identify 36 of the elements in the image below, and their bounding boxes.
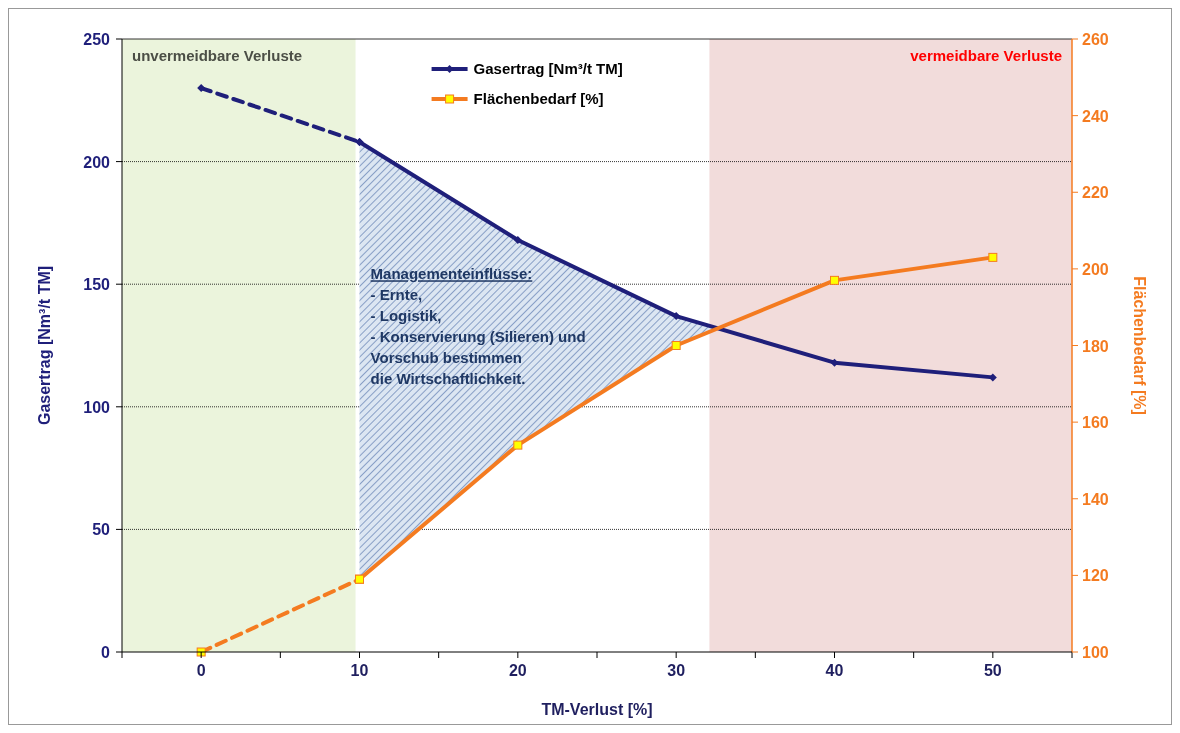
band-label: vermeidbare Verluste [910, 47, 1062, 64]
x-tick-label: 30 [667, 662, 686, 679]
y-axis-title: Gasertrag [Nm³/t TM] [36, 265, 53, 426]
point [988, 252, 998, 262]
point [672, 312, 681, 321]
y2-tick-label: 100 [1082, 644, 1109, 661]
legend-label: Flächenbedarf [%] [473, 90, 604, 107]
x-tick-label: 20 [508, 662, 527, 679]
y2-tick-label: 220 [1082, 184, 1109, 202]
point [513, 236, 522, 245]
y2-tick-label: 160 [1082, 414, 1109, 432]
y2-tick-label: 260 [1082, 31, 1109, 48]
y-tick-label: 150 [83, 276, 111, 294]
y2-tick-label: 180 [1082, 337, 1109, 355]
y2-tick-label: 240 [1082, 107, 1109, 125]
x-axis-title: TM-Verlust [%] [541, 701, 653, 718]
point [671, 341, 681, 350]
y-tick-label: 0 [101, 644, 111, 661]
x-tick-label: 50 [983, 662, 1002, 679]
y2-tick-label: 140 [1082, 490, 1109, 508]
y-tick-label: 200 [83, 153, 111, 171]
point [513, 440, 523, 450]
y-tick-label: 50 [92, 521, 111, 539]
y-tick-label: 250 [83, 31, 111, 48]
y2-axis-title: Flächenbedarf [%] [1131, 276, 1148, 415]
band-label: unvermeidbare Verluste [132, 47, 303, 64]
x-tick-label: 10 [350, 662, 369, 679]
x-tick-label: 40 [825, 662, 844, 679]
annotation: Managementeinflüsse: - Ernte, - Logistik, - Konservierung (Silieren) und Vorschub bestimmen die Wirtschaftlichkeit. [370, 265, 586, 388]
point [197, 84, 206, 93]
x-tick-label: 0 [196, 662, 206, 679]
y2-tick-label: 200 [1082, 260, 1109, 278]
y-tick-label: 100 [83, 398, 111, 416]
y2-tick-label: 120 [1082, 567, 1109, 585]
point [830, 275, 839, 285]
legend-label: Gasertrag [Nm³/t TM] [473, 60, 623, 77]
